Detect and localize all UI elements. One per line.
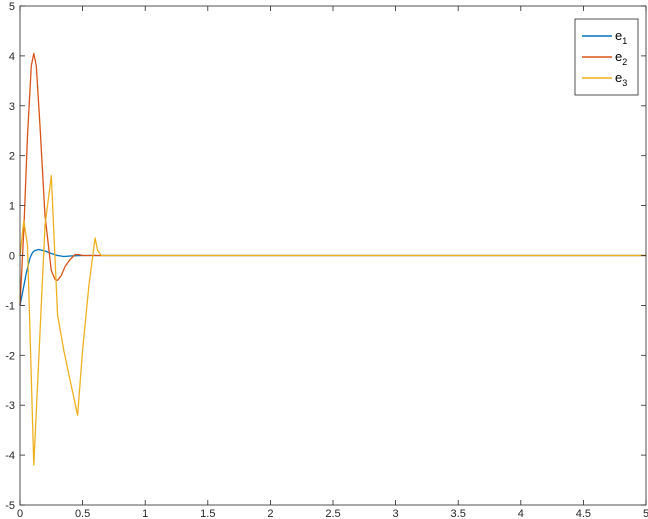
- y-tick-label: -4: [5, 450, 15, 462]
- x-tick-label: 4: [518, 508, 524, 519]
- y-tick-label: -1: [5, 300, 15, 312]
- x-tick-label: 0: [17, 508, 23, 519]
- y-tick-label: -5: [5, 500, 15, 512]
- x-tick-label: 1: [142, 508, 148, 519]
- y-tick-label: 1: [9, 201, 15, 213]
- y-tick-label: 2: [9, 151, 15, 163]
- x-tick-label: 2.5: [325, 508, 340, 519]
- x-tick-label: 3.5: [451, 508, 466, 519]
- y-tick-label: -2: [5, 350, 15, 362]
- x-tick-label: 2: [267, 508, 273, 519]
- series-layer: [19, 52, 646, 466]
- y-tick-label: 5: [9, 1, 15, 13]
- y-tick-label: -3: [5, 400, 15, 412]
- series-line-e3: [19, 175, 646, 466]
- y-tick-label: 0: [9, 251, 15, 263]
- x-tick-label: 3: [393, 508, 399, 519]
- x-tick-label: 5: [643, 508, 648, 519]
- x-tick-label: 1.5: [200, 508, 215, 519]
- axes-layer: 0 0.5 1 1.5 2 2.5 3 3.5 4 4.5 5 -5 -4 -3 -2 -1 0 1 2 3 4 5: [5, 1, 648, 519]
- y-tick-label: 3: [9, 101, 15, 113]
- y-tick-label: 4: [9, 51, 15, 63]
- x-tick-label: 0.5: [75, 508, 90, 519]
- x-tick-label: 4.5: [576, 508, 591, 519]
